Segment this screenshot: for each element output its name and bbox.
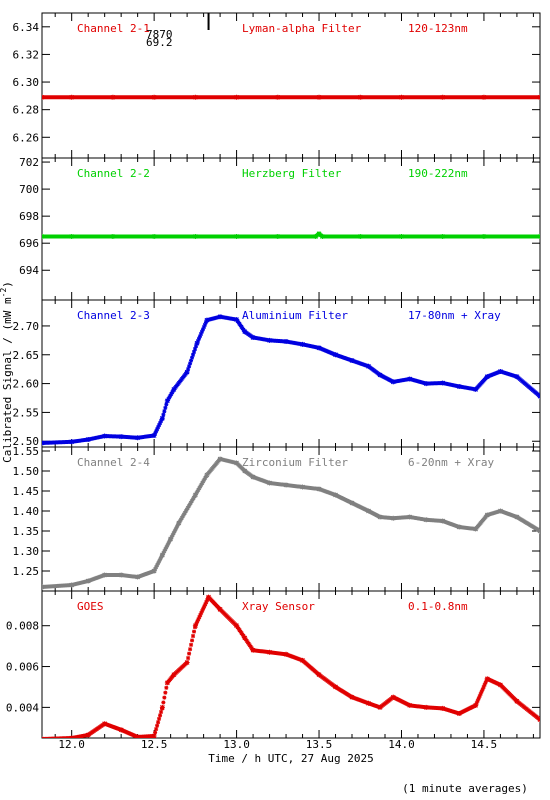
panel-frame <box>41 299 541 448</box>
panel-band-label: 6-20nm + Xray <box>408 456 494 469</box>
panel-channel-label: Channel 2-3 <box>77 309 150 322</box>
x-tick-label: 14.5 <box>471 738 498 751</box>
series-markers <box>42 456 540 590</box>
y-tick-label: 0.006 <box>6 661 39 674</box>
x-tick-label: 12.5 <box>141 738 168 751</box>
y-tick-label: 6.26 <box>13 131 40 144</box>
y-tick-label: 0.008 <box>6 620 39 633</box>
series-markers <box>42 94 540 100</box>
y-tick-label: 1.35 <box>13 525 40 538</box>
y-tick-label: 694 <box>19 264 39 277</box>
y-tick-label: 6.34 <box>13 21 40 34</box>
series-trace <box>42 314 540 445</box>
y-tick-label: 700 <box>19 183 39 196</box>
panel-1: 6.34 6.32 6.30 6.28 6.26 Channel 2-1 Lyman-alp… <box>13 12 541 159</box>
y-tick-label: 1.45 <box>13 485 40 498</box>
panel-5: 0.008 0.006 0.004 GOES Xray Sensor 0.1-0.8nm <box>6 590 541 739</box>
panel-filter-label: Aluminium Filter <box>242 309 348 322</box>
x-tick-label: 13.0 <box>223 738 250 751</box>
x-tick-label: 13.5 <box>306 738 333 751</box>
x-tick-label: 14.0 <box>388 738 415 751</box>
y-tick-label: 1.40 <box>13 505 40 518</box>
y-tick-label: 2.50 <box>13 435 40 448</box>
series-trace <box>42 231 540 239</box>
y-tick-label: 2.70 <box>13 320 40 333</box>
panel-4: 1.55 1.50 1.45 1.40 1.35 1.30 1.25 Channel 2-4 Z… <box>13 445 541 592</box>
panel-filter-label: Lyman-alpha Filter <box>242 22 362 35</box>
panel-band-label: 0.1-0.8nm <box>408 600 468 613</box>
panel-band-label: 17-80nm + Xray <box>408 309 501 322</box>
marker-annotation-line1: 7870 <box>146 28 173 41</box>
y-tick-label: 1.30 <box>13 545 40 558</box>
svg-text:Calibrated Signal / (mW m-2): Calibrated Signal / (mW m-2) <box>0 281 14 463</box>
series-markers <box>42 231 540 239</box>
y-tick-label: 698 <box>19 210 39 223</box>
panels-group: 6.34 6.32 6.30 6.28 6.26 Channel 2-1 Lyman-alp… <box>6 12 541 739</box>
series-trace <box>42 595 540 738</box>
panel-channel-label: Channel 2-2 <box>77 167 150 180</box>
y-tick-label: 2.55 <box>13 406 40 419</box>
y-tick-label: 6.30 <box>13 76 40 89</box>
y-tick-label: 0.004 <box>6 701 39 714</box>
panel-band-label: 190-222nm <box>408 167 468 180</box>
panel-channel-label: Channel 2-4 <box>77 456 150 469</box>
y-tick-label: 6.28 <box>13 104 40 117</box>
y-axis-title-main: Calibrated Signal / (mW m <box>1 297 14 463</box>
panel-3: 2.70 2.65 2.60 2.55 2.50 Channel 2-3 Aluminium… <box>13 299 541 448</box>
panel-channel-label: Channel 2-1 <box>77 22 150 35</box>
y-tick-label: 2.65 <box>13 349 40 362</box>
marker-annotation-line2: 69.2 <box>146 36 173 49</box>
series-markers <box>42 594 540 738</box>
panel-2: 702 700 698 696 694 Channel 2-2 Herzberg Filte… <box>19 156 541 301</box>
y-tick-label: 1.50 <box>13 465 40 478</box>
panel-frame <box>41 590 541 739</box>
y-tick-label: 702 <box>19 156 39 169</box>
y-tick-label: 2.60 <box>13 378 40 391</box>
x-tick-label: 12.0 <box>58 738 85 751</box>
panel-channel-label: GOES <box>77 600 104 613</box>
series-trace <box>42 95 540 100</box>
x-axis: 12.0 12.5 13.0 13.5 14.0 14.5 <box>58 13 497 751</box>
footnote: (1 minute averages) <box>402 782 528 795</box>
y-axis-title: Calibrated Signal / (mW m-2) <box>0 281 14 463</box>
y-tick-label: 1.55 <box>13 445 40 458</box>
y-tick-label: 6.32 <box>13 48 40 61</box>
y-axis-title-close: ) <box>1 281 14 288</box>
y-tick-label: 696 <box>19 237 39 250</box>
y-tick-label: 1.25 <box>13 565 40 578</box>
y-axis-title-sup: -2 <box>0 288 8 298</box>
panel-filter-label: Xray Sensor <box>242 600 315 613</box>
x-axis-label: Time / h UTC, 27 Aug 2025 <box>208 752 374 765</box>
panel-filter-label: Zirconium Filter <box>242 456 348 469</box>
panel-filter-label: Herzberg Filter <box>242 167 342 180</box>
series-markers <box>42 314 540 446</box>
panel-band-label: 120-123nm <box>408 22 468 35</box>
series-trace <box>42 457 540 589</box>
